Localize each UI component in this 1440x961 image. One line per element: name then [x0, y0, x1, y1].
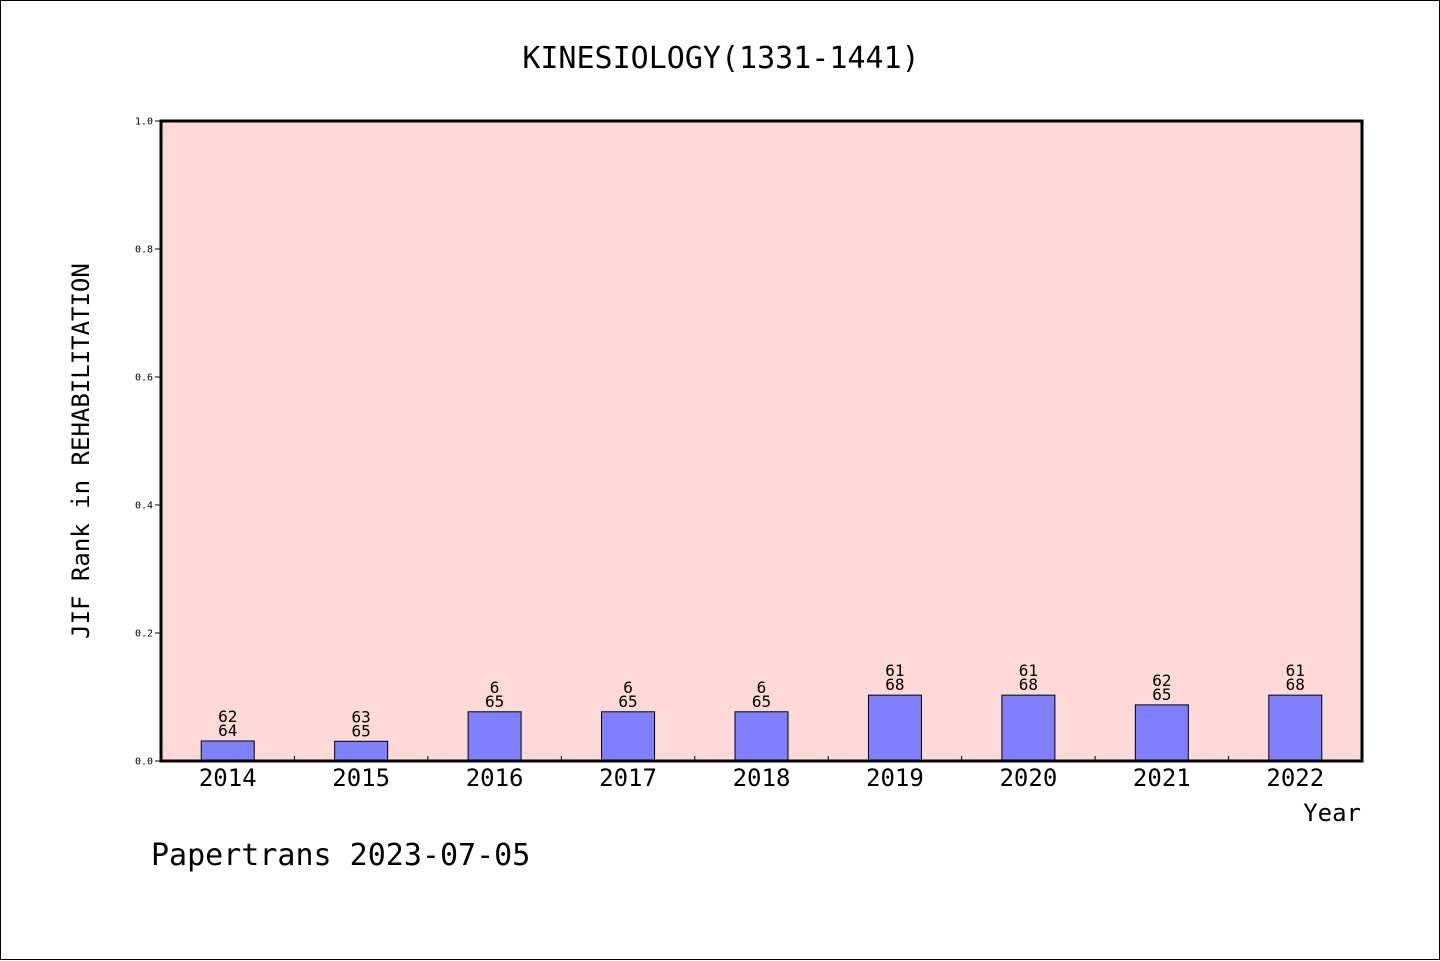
- bar: [467, 711, 522, 762]
- bar-total-label: 65: [352, 721, 371, 740]
- x-tick-label: 2020: [999, 764, 1057, 792]
- y-tick-label: 0.8: [135, 245, 153, 256]
- bar-rank-label: 6: [757, 678, 767, 697]
- x-tick-label: 2014: [199, 764, 257, 792]
- y-tick-label: 0.2: [135, 629, 153, 640]
- bar: [1134, 704, 1189, 762]
- bar: [334, 740, 389, 762]
- chart-title: KINESIOLOGY(1331-1441): [522, 41, 919, 76]
- plot-area: [161, 121, 1362, 761]
- bar-rank-label: 61: [1019, 661, 1038, 680]
- y-axis: 0.0 0.2 0.4 0.6 0.8 1.0: [135, 117, 161, 768]
- y-tick-label: 1.0: [135, 117, 153, 128]
- bar-rank-label: 62: [218, 707, 237, 726]
- bar-total-label: 68: [1286, 675, 1305, 694]
- bar: [1268, 694, 1323, 762]
- bar-total-label: 65: [485, 692, 504, 711]
- x-axis-title: Year: [1303, 799, 1361, 827]
- bar-total-label: 65: [752, 692, 771, 711]
- bar-total-label: 64: [218, 721, 237, 740]
- bar: [1001, 694, 1056, 762]
- x-tick-label: 2017: [599, 764, 657, 792]
- footer-text: Papertrans 2023-07-05: [151, 838, 530, 873]
- bar: [601, 711, 656, 762]
- bar: [200, 740, 255, 762]
- bar: [734, 711, 789, 762]
- y-axis-title: JIF Rank in REHABILITATION: [67, 263, 95, 639]
- bar-total-label: 68: [1019, 675, 1038, 694]
- bar: [867, 694, 922, 762]
- y-tick-label: 0.0: [135, 757, 153, 768]
- y-tick-label: 0.4: [135, 501, 153, 512]
- bar-rank-label: 61: [885, 661, 904, 680]
- x-tick-label: 2021: [1133, 764, 1191, 792]
- x-tick-label: 2022: [1266, 764, 1324, 792]
- y-tick-label: 0.6: [135, 373, 153, 384]
- x-tick-label: 2015: [332, 764, 390, 792]
- bar-rank-label: 6: [623, 678, 633, 697]
- x-tick-label: 2018: [733, 764, 791, 792]
- bar-rank-label: 62: [1152, 671, 1171, 690]
- x-tick-label: 2016: [466, 764, 524, 792]
- plot-border: [159, 119, 1364, 763]
- bar-rank-label: 61: [1286, 661, 1305, 680]
- bar-total-label: 68: [885, 675, 904, 694]
- bar-total-label: 65: [1152, 685, 1171, 704]
- bar-rank-label: 6: [490, 678, 500, 697]
- x-tick-label: 2019: [866, 764, 924, 792]
- bar-total-label: 65: [618, 692, 637, 711]
- bar-rank-label: 63: [352, 707, 371, 726]
- x-axis: 2014 2015 2016 2017 2018 2019 2020 2021 2022: [199, 756, 1324, 792]
